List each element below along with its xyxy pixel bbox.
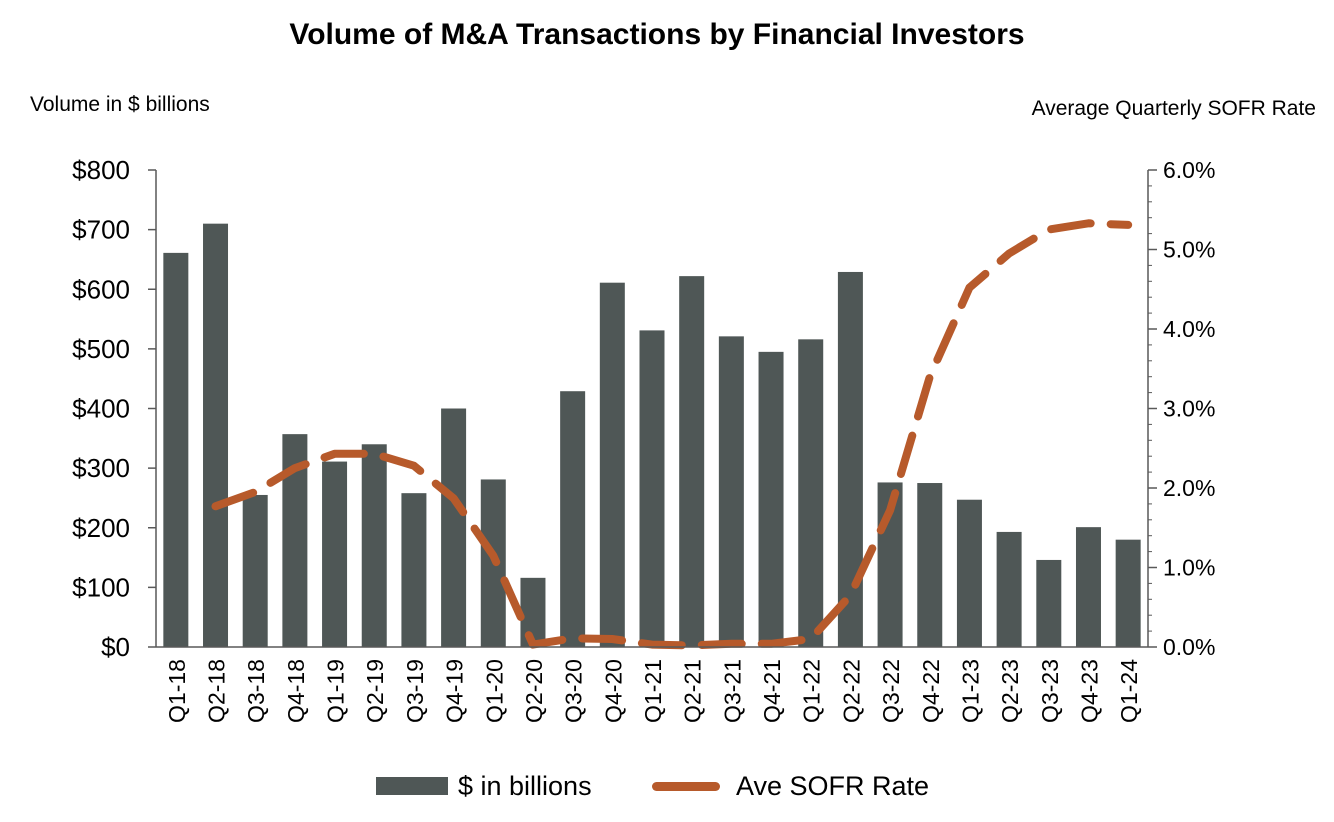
bar-Q4-22	[917, 483, 943, 647]
bar-Q2-18	[203, 223, 229, 647]
x-tick-label: Q2-21	[680, 659, 706, 723]
x-tick-label: Q1-21	[640, 659, 666, 723]
x-tick-label: Q3-21	[719, 659, 745, 723]
y-axis-left-tick-labels: $0 $100 $200 $300 $400 $500 $600 $700 $800	[72, 155, 130, 662]
bar-Q1-22	[798, 339, 824, 647]
y-left-tick-label: $300	[72, 453, 130, 483]
legend-item-sofr: Ave SOFR Rate	[652, 768, 929, 804]
x-tick-label: Q3-18	[243, 659, 269, 723]
y-left-tick-label: $400	[72, 394, 130, 424]
x-tick-label: Q4-20	[600, 659, 626, 723]
bar-Q1-21	[639, 330, 665, 647]
bar-Q2-22	[837, 271, 863, 647]
x-tick-label: Q2-20	[521, 659, 547, 723]
sofr-rate-line	[211, 219, 1133, 650]
y-left-tick-label: $800	[72, 155, 130, 185]
bar-Q1-24	[1115, 539, 1141, 647]
bar-Q3-20	[560, 391, 586, 647]
x-tick-label: Q2-19	[362, 659, 388, 723]
x-tick-label: Q2-18	[204, 659, 230, 723]
bar-Q3-21	[718, 336, 744, 647]
y-axis-right-label: Average Quarterly SOFR Rate	[1031, 97, 1316, 120]
bar-Q2-21	[679, 276, 705, 647]
y-right-tick-label: 2.0%	[1163, 475, 1215, 501]
y-right-tick-label: 5.0%	[1163, 237, 1215, 263]
chart-title: Volume of M&A Transactions by Financial …	[289, 18, 1025, 51]
y-right-tick-label: 1.0%	[1163, 555, 1215, 581]
x-tick-label: Q4-23	[1076, 659, 1102, 723]
legend-item-volume: $ in billions	[376, 768, 592, 804]
y-right-tick-label: 3.0%	[1163, 396, 1215, 422]
bar-Q1-19	[322, 461, 348, 647]
x-tick-label: Q4-18	[283, 659, 309, 723]
y-right-tick-label: 0.0%	[1163, 634, 1215, 660]
legend-line-swatch	[652, 781, 720, 791]
bar-Q2-19	[361, 444, 387, 647]
x-tick-label: Q1-19	[323, 659, 349, 723]
x-tick-label: Q3-20	[561, 659, 587, 723]
x-tick-label: Q4-19	[442, 659, 468, 723]
y-axis-right-tick-labels: 0.0% 1.0% 2.0% 3.0% 4.0% 5.0% 6.0%	[1163, 157, 1215, 660]
bar-Q1-18	[163, 252, 189, 647]
x-tick-label: Q3-22	[878, 659, 904, 723]
x-tick-label: Q1-18	[164, 659, 190, 723]
bar-Q3-18	[242, 494, 268, 647]
axes	[148, 169, 1157, 648]
x-tick-label: Q1-23	[957, 659, 983, 723]
bar-series	[163, 223, 1141, 647]
x-tick-label: Q3-23	[1037, 659, 1063, 723]
x-tick-label: Q1-24	[1116, 659, 1142, 723]
bar-Q4-20	[599, 282, 625, 647]
legend-label-sofr: Ave SOFR Rate	[736, 770, 930, 801]
y-right-tick-label: 4.0%	[1163, 316, 1215, 342]
x-tick-label: Q2-22	[838, 659, 864, 723]
x-tick-label: Q4-21	[759, 659, 785, 723]
y-right-tick-label: 6.0%	[1163, 157, 1215, 183]
legend-bar-swatch	[376, 777, 448, 795]
y-left-tick-label: $700	[72, 215, 130, 245]
bar-Q2-23	[996, 531, 1022, 647]
bar-Q4-23	[1075, 527, 1101, 647]
y-axis-left-label: Volume in $ billions	[30, 93, 210, 116]
y-left-tick-label: $200	[72, 513, 130, 543]
bar-Q3-19	[401, 493, 427, 647]
y-left-tick-label: $600	[72, 274, 130, 304]
x-tick-label: Q3-19	[402, 659, 428, 723]
x-axis-tick-labels: Q1-18 Q2-18 Q3-18 Q4-18 Q1-19 Q2-19 Q3-19 Q4-19…	[164, 659, 1142, 723]
bar-Q3-23	[1036, 559, 1062, 647]
bar-Q4-19	[441, 408, 467, 647]
bar-Q1-23	[956, 499, 982, 647]
y-left-tick-label: $0	[101, 632, 130, 662]
x-tick-label: Q1-22	[799, 659, 825, 723]
y-left-tick-label: $500	[72, 334, 130, 364]
x-tick-label: Q1-20	[481, 659, 507, 723]
y-left-tick-label: $100	[72, 572, 130, 602]
legend-label-volume: $ in billions	[458, 770, 592, 801]
x-tick-label: Q2-23	[997, 659, 1023, 723]
x-tick-label: Q4-22	[918, 659, 944, 723]
line-series	[211, 219, 1133, 650]
bar-Q4-21	[758, 351, 784, 647]
